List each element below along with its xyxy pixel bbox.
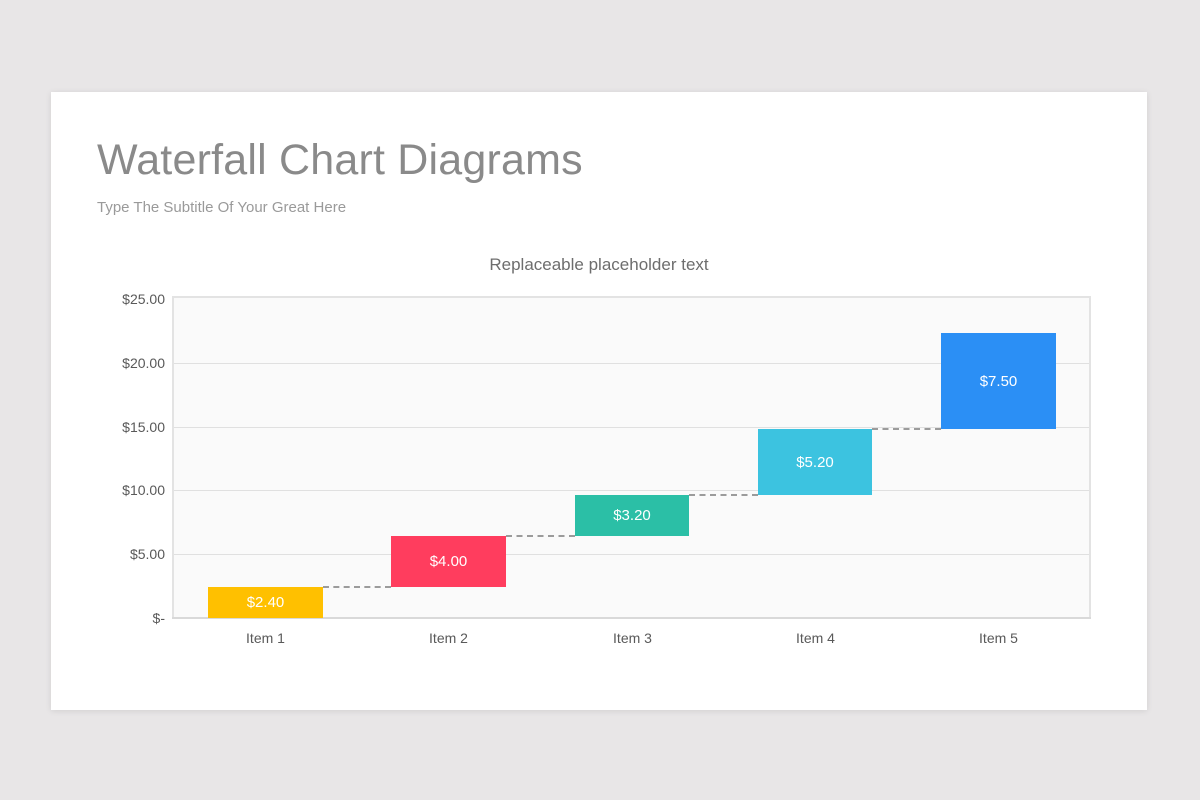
bar-label-item-3: $3.20 [613, 507, 651, 524]
x-label-item-3: Item 3 [613, 630, 652, 646]
y-tick-20: $20.00 [122, 355, 165, 371]
connector-3-4 [689, 494, 758, 496]
x-label-item-1: Item 1 [246, 630, 285, 646]
bar-label-item-4: $5.20 [796, 453, 834, 471]
bar-item-2: $4.00 [391, 536, 506, 587]
y-tick-5: $5.00 [129, 546, 165, 562]
x-axis-line [172, 617, 1091, 619]
slide-subtitle: Type The Subtitle Of Your Great Here [97, 199, 347, 216]
x-label-item-5: Item 5 [979, 630, 1018, 646]
y-tick-10: $10.00 [122, 482, 165, 498]
slide-card: Waterfall Chart Diagrams Type The Subtit… [51, 92, 1147, 710]
x-label-item-4: Item 4 [796, 630, 835, 646]
plot-area [172, 296, 1091, 618]
bar-item-1: $2.40 [208, 587, 323, 618]
bar-label-item-5: $7.50 [979, 372, 1018, 390]
connector-2-3 [506, 535, 575, 537]
bar-label-item-1: $2.40 [246, 594, 285, 611]
gridline-5 [174, 554, 1089, 555]
bar-item-3: $3.20 [575, 495, 689, 536]
bar-item-4: $5.20 [758, 429, 872, 495]
y-tick-0: $- [152, 610, 165, 626]
y-tick-25: $25.00 [122, 291, 165, 307]
chart-title: Replaceable placeholder text [489, 255, 709, 274]
gridline-15 [174, 427, 1089, 428]
connector-1-2 [323, 586, 391, 588]
bar-label-item-2: $4.00 [429, 553, 468, 570]
slide-title: Waterfall Chart Diagrams [97, 136, 583, 184]
gridline-20 [174, 363, 1089, 364]
bar-item-5: $7.50 [941, 333, 1056, 429]
x-label-item-2: Item 2 [429, 630, 468, 646]
gridline-10 [174, 490, 1089, 491]
y-tick-15: $15.00 [122, 419, 165, 435]
connector-4-5 [872, 428, 941, 430]
